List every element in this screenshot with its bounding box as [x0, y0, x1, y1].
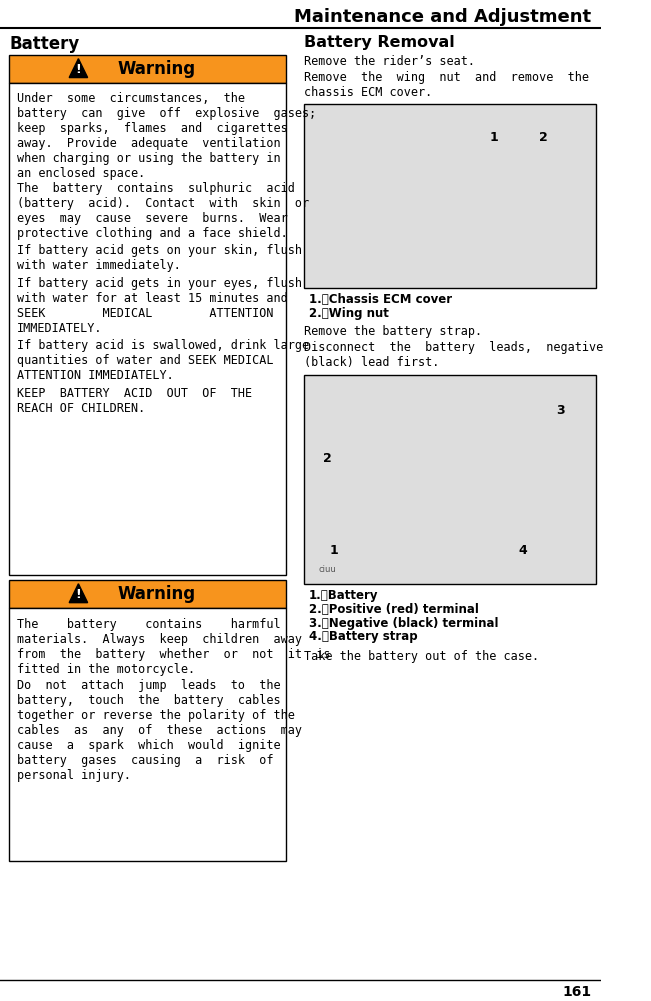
Text: !: !	[76, 589, 81, 602]
Text: If battery acid gets on your skin, flush
with water immediately.: If battery acid gets on your skin, flush…	[17, 243, 301, 271]
Text: !: !	[76, 63, 81, 76]
Text: 2.	Positive (red) terminal: 2. Positive (red) terminal	[309, 603, 479, 616]
FancyBboxPatch shape	[9, 580, 286, 608]
Polygon shape	[69, 584, 88, 603]
Text: KEEP  BATTERY  ACID  OUT  OF  THE
REACH OF CHILDREN.: KEEP BATTERY ACID OUT OF THE REACH OF CH…	[17, 386, 252, 414]
Text: ciuu: ciuu	[319, 565, 337, 574]
Text: 1.	Battery: 1. Battery	[309, 589, 378, 602]
Text: 4: 4	[519, 544, 527, 557]
Text: If battery acid gets in your eyes, flush
with water for at least 15 minutes and
: If battery acid gets in your eyes, flush…	[17, 277, 301, 335]
Text: Battery Removal: Battery Removal	[305, 35, 455, 50]
Text: Remove  the  wing  nut  and  remove  the
chassis ECM cover.: Remove the wing nut and remove the chass…	[305, 71, 589, 99]
FancyBboxPatch shape	[9, 55, 286, 82]
Text: If battery acid is swallowed, drink large
quantities of water and SEEK MEDICAL
A: If battery acid is swallowed, drink larg…	[17, 339, 309, 382]
Text: 4.	Battery strap: 4. Battery strap	[309, 631, 418, 644]
Text: 3: 3	[557, 404, 565, 417]
Text: Remove the rider’s seat.: Remove the rider’s seat.	[305, 55, 475, 68]
FancyBboxPatch shape	[9, 82, 286, 575]
Text: 1.	Chassis ECM cover: 1. Chassis ECM cover	[309, 293, 452, 306]
Text: Battery: Battery	[9, 35, 79, 53]
Text: 2.	Wing nut: 2. Wing nut	[309, 307, 389, 320]
Text: Take the battery out of the case.: Take the battery out of the case.	[305, 651, 540, 664]
Text: Disconnect  the  battery  leads,  negative
(black) lead first.: Disconnect the battery leads, negative (…	[305, 341, 603, 369]
Text: 2: 2	[324, 452, 332, 464]
Text: 161: 161	[562, 985, 591, 999]
FancyBboxPatch shape	[305, 375, 596, 584]
Text: 3.	Negative (black) terminal: 3. Negative (black) terminal	[309, 617, 499, 630]
FancyBboxPatch shape	[305, 104, 596, 288]
Text: 1: 1	[329, 544, 338, 557]
Text: Maintenance and Adjustment: Maintenance and Adjustment	[294, 8, 591, 26]
Text: The    battery    contains    harmful
materials.  Always  keep  children  away
f: The battery contains harmful materials. …	[17, 618, 330, 676]
Text: Warning: Warning	[118, 60, 196, 78]
Text: Warning: Warning	[118, 585, 196, 603]
Text: The  battery  contains  sulphuric  acid
(battery  acid).  Contact  with  skin  o: The battery contains sulphuric acid (bat…	[17, 182, 309, 240]
Text: Under  some  circumstances,  the
battery  can  give  off  explosive  gases;
keep: Under some circumstances, the battery ca…	[17, 92, 316, 180]
FancyBboxPatch shape	[9, 608, 286, 861]
Text: 2: 2	[539, 131, 548, 144]
Polygon shape	[69, 59, 88, 77]
Text: Remove the battery strap.: Remove the battery strap.	[305, 325, 482, 338]
Text: Do  not  attach  jump  leads  to  the
battery,  touch  the  battery  cables
toge: Do not attach jump leads to the battery,…	[17, 680, 301, 782]
Text: 1: 1	[490, 131, 498, 144]
